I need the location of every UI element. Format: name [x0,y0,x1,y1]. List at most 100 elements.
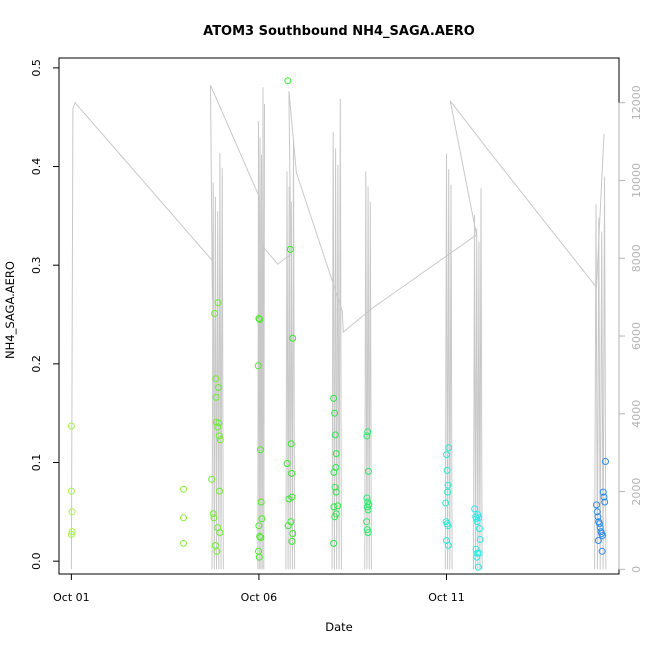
data-point [364,529,372,537]
data-point [365,501,373,509]
data-point [216,487,223,495]
data-point [600,493,608,501]
x-tick-label: Oct 11 [428,591,465,604]
data-point [475,514,483,522]
data-point [442,499,450,507]
data-point [68,508,76,516]
data-point [332,488,340,496]
data-point [289,334,297,342]
y-tick-label: 0.3 [30,256,43,274]
data-point [331,483,339,491]
data-point [215,419,223,427]
data-point [445,444,453,452]
data-point [212,375,220,383]
data-point [363,503,371,511]
data-point [443,537,450,544]
data-point [180,514,187,522]
y-axis-label: NH4_SAGA.AERO [3,261,17,359]
data-point [332,510,340,518]
data-point [601,498,609,506]
data-point [255,553,263,561]
data-point [257,498,265,506]
data-point [288,537,296,545]
altitude-profile-8 [594,176,607,570]
y2-tick-label: 2000 [630,478,643,506]
data-point [444,522,452,530]
data-point [332,463,340,471]
altitude-profile-7 [473,188,483,570]
x-tick-label: Oct 01 [53,591,90,604]
data-point [212,393,220,401]
y2-tick-label: 8000 [630,244,643,272]
data-point [599,532,606,539]
data-point [334,502,342,510]
data-point [444,541,452,549]
data-point [593,508,601,516]
data-point [255,522,263,530]
data-point [594,537,602,544]
data-point [67,531,75,538]
data-point [602,458,609,465]
altitude-series [70,84,607,570]
data-point [284,77,292,85]
data-point [214,299,222,307]
data-point [213,547,221,555]
data-point [473,518,481,526]
data-point [330,503,338,511]
data-point [258,515,266,523]
y-axis: 0.0 0.1 0.2 0.3 0.4 0.5 [30,59,60,570]
data-point [286,245,294,253]
altitude-profile-4 [331,98,342,570]
data-point [214,524,222,532]
data-point [214,423,222,431]
y2-tick-label: 12000 [630,85,643,120]
data-point [443,451,450,459]
data-point [363,432,371,440]
data-point [474,563,482,571]
data-point [211,541,219,549]
data-point [475,549,483,557]
data-point [364,467,372,475]
data-point [288,493,296,501]
data-point [257,534,265,541]
data-point [593,501,600,509]
altitude-transit-line [70,84,605,570]
data-point [331,409,339,417]
data-point [255,315,263,322]
altitude-profile-5 [364,171,372,570]
data-point [288,469,296,477]
data-point [180,485,187,493]
data-point [594,513,602,521]
x-axis-label: Date [325,620,353,634]
data-point [476,525,483,533]
data-point [287,518,295,526]
y2-tick-label: 10000 [630,163,643,198]
altitude-profile-1 [211,153,224,570]
data-point [254,362,262,370]
data-point [67,422,75,430]
y2-tick-label: 0 [630,566,643,573]
y-tick-label: 0.5 [30,59,43,77]
y-tick-label: 0.0 [30,552,43,570]
data-point [208,475,216,483]
data-point [209,510,217,518]
data-point [598,547,606,555]
x-tick-label: Oct 06 [241,591,278,604]
data-point [599,488,607,496]
data-point [444,488,452,496]
y2-tick-label: 6000 [630,322,643,350]
data-point [474,511,482,519]
y2-axis: 0 2000 4000 6000 8000 10000 12000 [618,85,643,573]
data-point [476,536,484,543]
data-point [287,440,295,448]
y-tick-label: 0.4 [30,158,43,176]
data-point [211,310,219,317]
data-point [256,316,264,323]
data-point [330,539,338,547]
y-tick-label: 0.1 [30,454,43,472]
data-point [215,432,223,440]
altitude-profile-3 [285,141,296,570]
data-point [332,450,340,458]
data-point [363,518,371,526]
